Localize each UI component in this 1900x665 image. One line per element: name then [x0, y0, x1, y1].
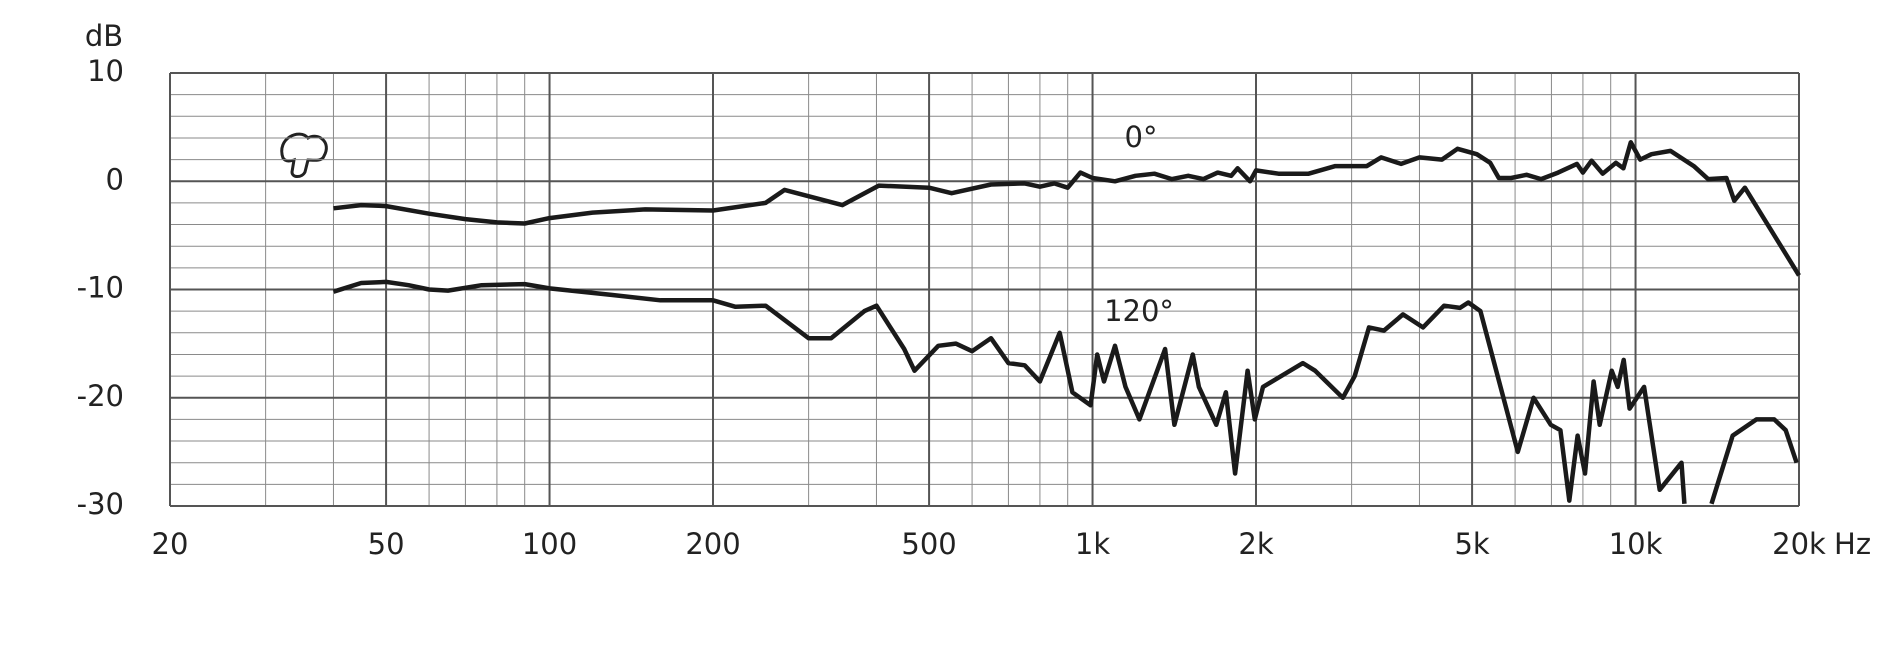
x-tick-label: 20k: [1772, 527, 1826, 561]
response-line: [332, 279, 1799, 505]
y-axis-label: dB: [85, 19, 123, 53]
x-tick-label: 5k: [1454, 527, 1489, 561]
y-tick-label: -10: [77, 271, 124, 305]
x-tick-label: 20: [152, 527, 189, 561]
condenser-icon: [280, 132, 328, 178]
response-line: [333, 140, 1801, 277]
x-tick-label: 200: [685, 527, 740, 561]
x-axis-label: Hz: [1834, 527, 1871, 561]
x-tick-label: 500: [901, 527, 956, 561]
x-tick-label: 1k: [1075, 527, 1110, 561]
series-label: 0°: [1125, 120, 1158, 154]
x-tick-label: 2k: [1238, 527, 1273, 561]
y-tick-label: -30: [77, 487, 124, 521]
series-label: 120°: [1104, 294, 1174, 328]
x-tick-label: 50: [368, 527, 405, 561]
x-tick-label: 10k: [1609, 527, 1663, 561]
y-tick-label: 10: [87, 54, 124, 88]
x-tick-label: 100: [522, 527, 577, 561]
y-tick-label: 0: [106, 162, 124, 196]
y-tick-label: -20: [77, 379, 124, 413]
